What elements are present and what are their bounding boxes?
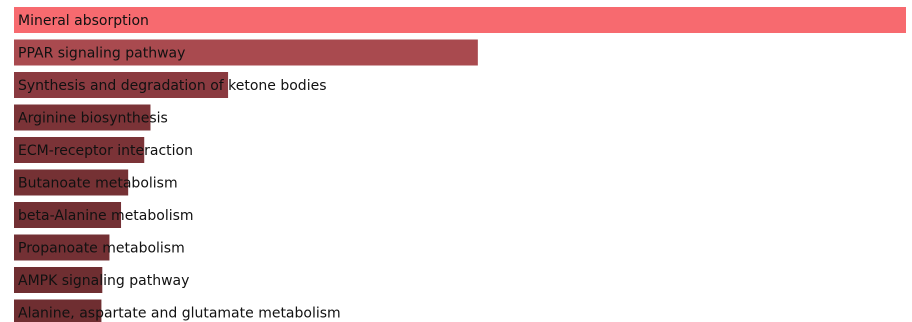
bar bbox=[14, 299, 102, 322]
bar bbox=[14, 202, 122, 228]
bar-label: Butanoate metabolism bbox=[18, 176, 178, 192]
bar bbox=[14, 169, 129, 196]
bar-label: beta-Alanine metabolism bbox=[18, 208, 194, 224]
bar-label-group: Mineral absorption PPAR signaling pathway… bbox=[18, 13, 341, 322]
bar bbox=[14, 137, 145, 163]
bar-group bbox=[14, 7, 906, 322]
bar-label: Alanine, aspartate and glutamate metabol… bbox=[18, 306, 341, 322]
bar bbox=[14, 7, 906, 33]
bar bbox=[14, 39, 478, 66]
bar-label: ECM-receptor interaction bbox=[18, 143, 193, 159]
bar-label: Arginine biosynthesis bbox=[18, 111, 168, 127]
bar-label: Synthesis and degradation of ketone bodi… bbox=[18, 78, 327, 94]
bar bbox=[14, 104, 151, 131]
bar bbox=[14, 234, 110, 261]
bar-label: PPAR signaling pathway bbox=[18, 46, 185, 62]
bar bbox=[14, 267, 103, 293]
bar-label: Propanoate metabolism bbox=[18, 241, 185, 257]
bar bbox=[14, 72, 229, 98]
bar-label: Mineral absorption bbox=[18, 13, 149, 29]
bar-label: AMPK signaling pathway bbox=[18, 273, 189, 289]
